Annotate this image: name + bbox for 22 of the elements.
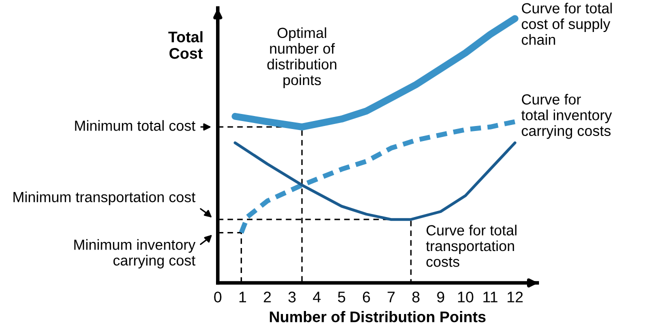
x-tick-label: 5: [338, 292, 346, 302]
x-tick-label: 11: [483, 292, 498, 302]
x-tick-label: 10: [458, 292, 474, 302]
x-tick-label: 3: [288, 292, 296, 302]
x-tick-label: 1: [239, 292, 246, 302]
x-axis-title: Number of Distribution Points: [270, 311, 486, 322]
x-tick-label: 7: [388, 292, 395, 302]
y-axis-title: Total Cost: [168, 31, 203, 59]
series-label: Curve for total cost of supply chain: [522, 2, 612, 45]
series-label: Curve for total transportation costs: [426, 224, 516, 267]
annotation: Optimal number of distribution points: [267, 27, 336, 88]
text: Minimum inventory carrying cost: [74, 239, 196, 268]
x-tick-label: 4: [312, 292, 321, 302]
x-tick-label: 2: [264, 292, 271, 302]
x-tick-label: 6: [362, 292, 370, 302]
series-label: Curve for total inventory carrying costs: [521, 94, 612, 139]
text: Minimum total cost: [75, 120, 196, 131]
text: Minimum transportation cost: [14, 192, 196, 206]
x-tick-label: 12: [508, 292, 523, 302]
x-tick-label: 9: [437, 292, 444, 302]
x-tick-label: 8: [412, 292, 420, 302]
x-tick-label: 0: [214, 292, 222, 302]
